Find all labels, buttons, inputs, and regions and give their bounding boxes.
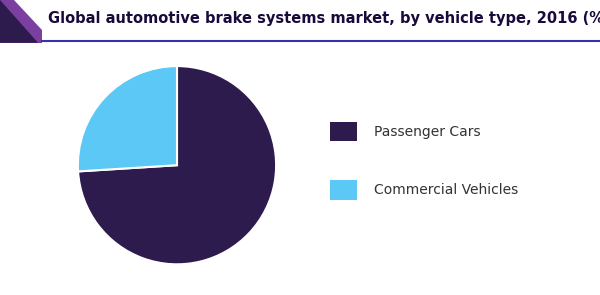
Bar xyxy=(0,0,42,43)
Bar xyxy=(329,122,357,141)
Polygon shape xyxy=(0,0,38,43)
Wedge shape xyxy=(78,66,276,264)
Bar xyxy=(329,180,357,200)
Text: Commercial Vehicles: Commercial Vehicles xyxy=(374,183,518,197)
Polygon shape xyxy=(14,0,42,30)
Text: Global automotive brake systems market, by vehicle type, 2016 (%): Global automotive brake systems market, … xyxy=(48,12,600,26)
Text: Passenger Cars: Passenger Cars xyxy=(374,124,481,139)
Wedge shape xyxy=(78,66,177,171)
